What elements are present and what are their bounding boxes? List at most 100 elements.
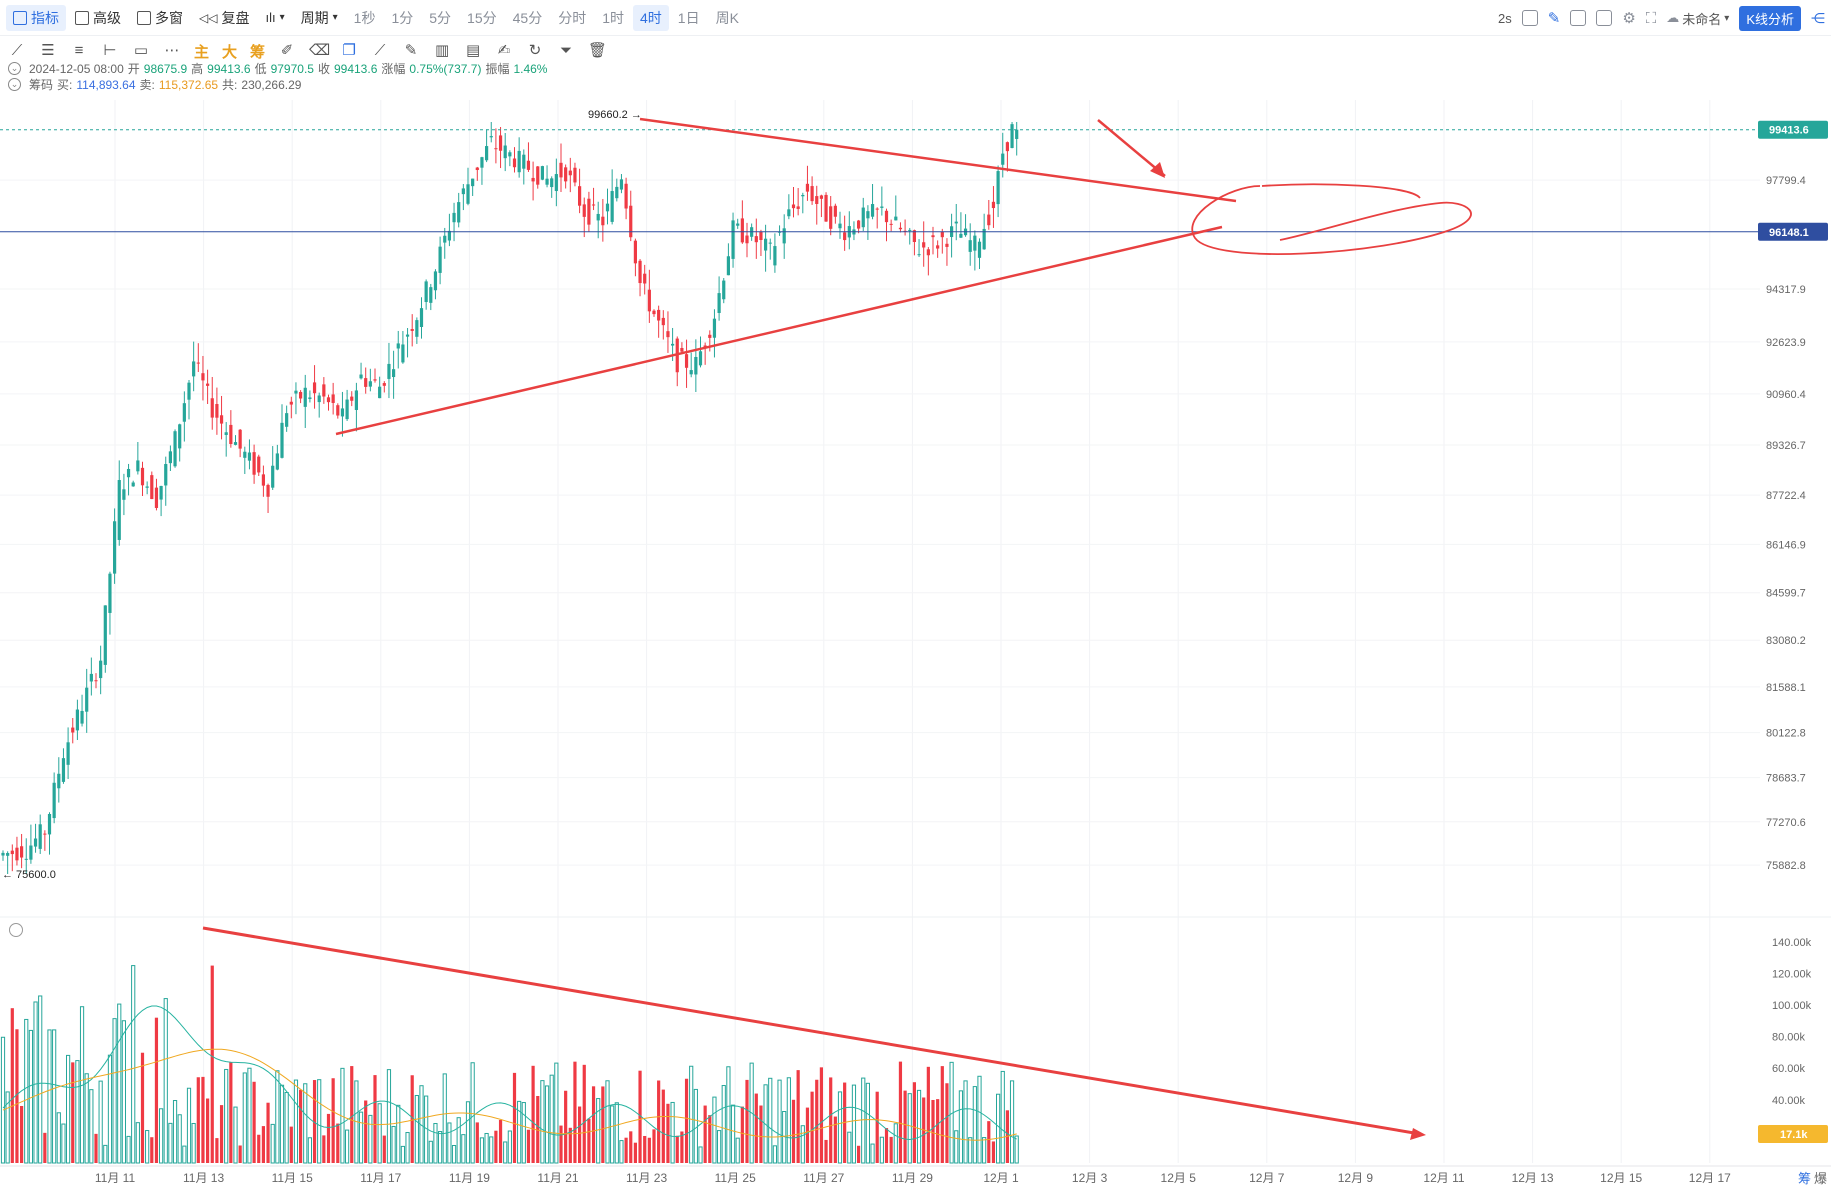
candle-body: [740, 218, 744, 243]
volume-bar: [735, 1137, 740, 1164]
layout-name[interactable]: ☁ 未命名 ▾: [1666, 10, 1730, 27]
volume-bar: [633, 1142, 637, 1163]
volume-bar: [666, 1103, 670, 1163]
candle-body: [559, 162, 563, 178]
large-chip-button[interactable]: 大: [222, 43, 238, 61]
volume-bar: [614, 1102, 619, 1164]
window-icon[interactable]: [1570, 10, 1587, 26]
candle-body: [531, 177, 535, 182]
candle-body: [331, 394, 335, 403]
note-tool-icon[interactable]: ✍: [497, 42, 511, 59]
x-axis-label: 11月 19: [449, 1171, 490, 1185]
magnet-tool-icon[interactable]: ↻: [528, 42, 542, 59]
period-1s[interactable]: 1秒: [353, 9, 376, 26]
period-1d[interactable]: 1日: [677, 9, 700, 26]
volume-bar: [289, 1126, 293, 1163]
advanced-button[interactable]: 高级: [68, 5, 128, 31]
share-icon[interactable]: ⋲: [1811, 9, 1825, 26]
candle-body: [684, 354, 689, 368]
horizontal-line-icon[interactable]: ⊢: [103, 42, 117, 59]
multi-window-button[interactable]: 多窗: [130, 5, 190, 31]
period-45m[interactable]: 45分: [512, 9, 543, 26]
filter-tool-icon[interactable]: ⏷: [560, 42, 573, 59]
candle-body: [224, 432, 228, 435]
period-timeline[interactable]: 分时: [558, 9, 587, 26]
candle-body: [182, 403, 186, 422]
more-tools-icon[interactable]: ⋯: [164, 42, 180, 59]
copy-tool-icon[interactable]: ❐: [342, 42, 356, 59]
candle-body: [308, 397, 312, 399]
candle-type-button[interactable]: ılı ▾: [258, 7, 291, 28]
candle-body: [880, 206, 884, 208]
indicator-button[interactable]: 指标: [6, 4, 66, 31]
collapse-icon[interactable]: ⌄: [8, 62, 21, 75]
parallel-tool-icon[interactable]: ≡: [74, 42, 84, 59]
candle-body: [131, 482, 135, 487]
edit-tool-icon[interactable]: ✐: [280, 42, 294, 59]
trendline-tool-icon[interactable]: ⟋: [11, 42, 23, 59]
candle-body: [657, 309, 661, 321]
candle-body: [354, 390, 358, 410]
candle-body: [350, 396, 354, 401]
fullscreen-icon[interactable]: ⛶: [1645, 9, 1657, 27]
volume-bar: [98, 1080, 103, 1164]
ruler-tool-icon[interactable]: ⟋: [374, 42, 386, 59]
candle-body: [401, 344, 405, 363]
candle-tool-icon[interactable]: ▥: [434, 42, 450, 59]
kline-analysis-button[interactable]: K线分析: [1739, 5, 1801, 31]
period-1m[interactable]: 1分: [391, 9, 414, 26]
chip-button[interactable]: 筹: [250, 43, 266, 61]
candle-body: [619, 179, 624, 190]
candle-body: [145, 486, 149, 488]
candle-body: [801, 194, 805, 197]
candle-body: [10, 850, 14, 855]
candle-body: [71, 727, 75, 733]
candle-body: [791, 204, 796, 209]
volume-bar: [800, 1125, 805, 1164]
period-5m[interactable]: 5分: [429, 9, 452, 26]
candle-body: [66, 742, 70, 765]
candle-body: [517, 150, 521, 173]
volume-bar: [865, 1082, 870, 1164]
gear-icon[interactable]: ⚙: [1622, 10, 1636, 27]
volume-bar: [364, 1100, 368, 1163]
liquidation-toggle-label: 爆: [1814, 1171, 1827, 1186]
period-1h[interactable]: 1时: [602, 9, 624, 26]
candle-body: [540, 166, 544, 180]
channel-tool-icon[interactable]: ☰: [41, 42, 55, 59]
price-tick-label: 89326.7: [1766, 440, 1806, 452]
replay-icon: ◁◁: [199, 10, 218, 25]
candle-body: [266, 484, 270, 497]
collapse-icon[interactable]: ⌄: [8, 78, 21, 91]
volume-bar: [507, 1130, 512, 1164]
volume-bar: [71, 1062, 75, 1163]
camera-icon[interactable]: [1521, 10, 1538, 26]
rectangle-tool-icon[interactable]: ▭: [133, 42, 149, 59]
chevron-down-icon: ▾: [279, 12, 285, 23]
candle-body: [601, 216, 605, 226]
volume-bar: [20, 1105, 24, 1163]
main-chip-button[interactable]: 主: [194, 43, 210, 61]
replay-button[interactable]: ◁◁ 复盘: [199, 9, 250, 26]
volume-bar: [768, 1077, 773, 1164]
period-button[interactable]: 周期 ▾: [300, 9, 338, 26]
trash-icon[interactable]: 🗑: [588, 42, 608, 59]
candle-body: [703, 345, 707, 347]
volume-bar: [257, 1134, 261, 1163]
candle-body: [731, 220, 735, 259]
volume-bar: [405, 1132, 410, 1164]
period-4h[interactable]: 4时: [633, 4, 669, 31]
template-icon[interactable]: [1596, 10, 1613, 26]
eraser-tool-icon[interactable]: ⌫: [309, 42, 331, 59]
x-axis-label: 12月 3: [1072, 1171, 1108, 1185]
clipboard-tool-icon[interactable]: ▤: [465, 42, 481, 59]
candle-body: [378, 386, 382, 399]
period-15m[interactable]: 15分: [467, 9, 497, 26]
brush-tool-icon[interactable]: ✎: [404, 42, 418, 59]
period-1w[interactable]: 周K: [715, 9, 739, 26]
candle-body: [996, 171, 1000, 205]
refresh-interval[interactable]: 2s: [1498, 10, 1512, 26]
pen-icon[interactable]: ✎: [1547, 10, 1561, 27]
chip-toggle-label: 筹: [1798, 1171, 1811, 1186]
